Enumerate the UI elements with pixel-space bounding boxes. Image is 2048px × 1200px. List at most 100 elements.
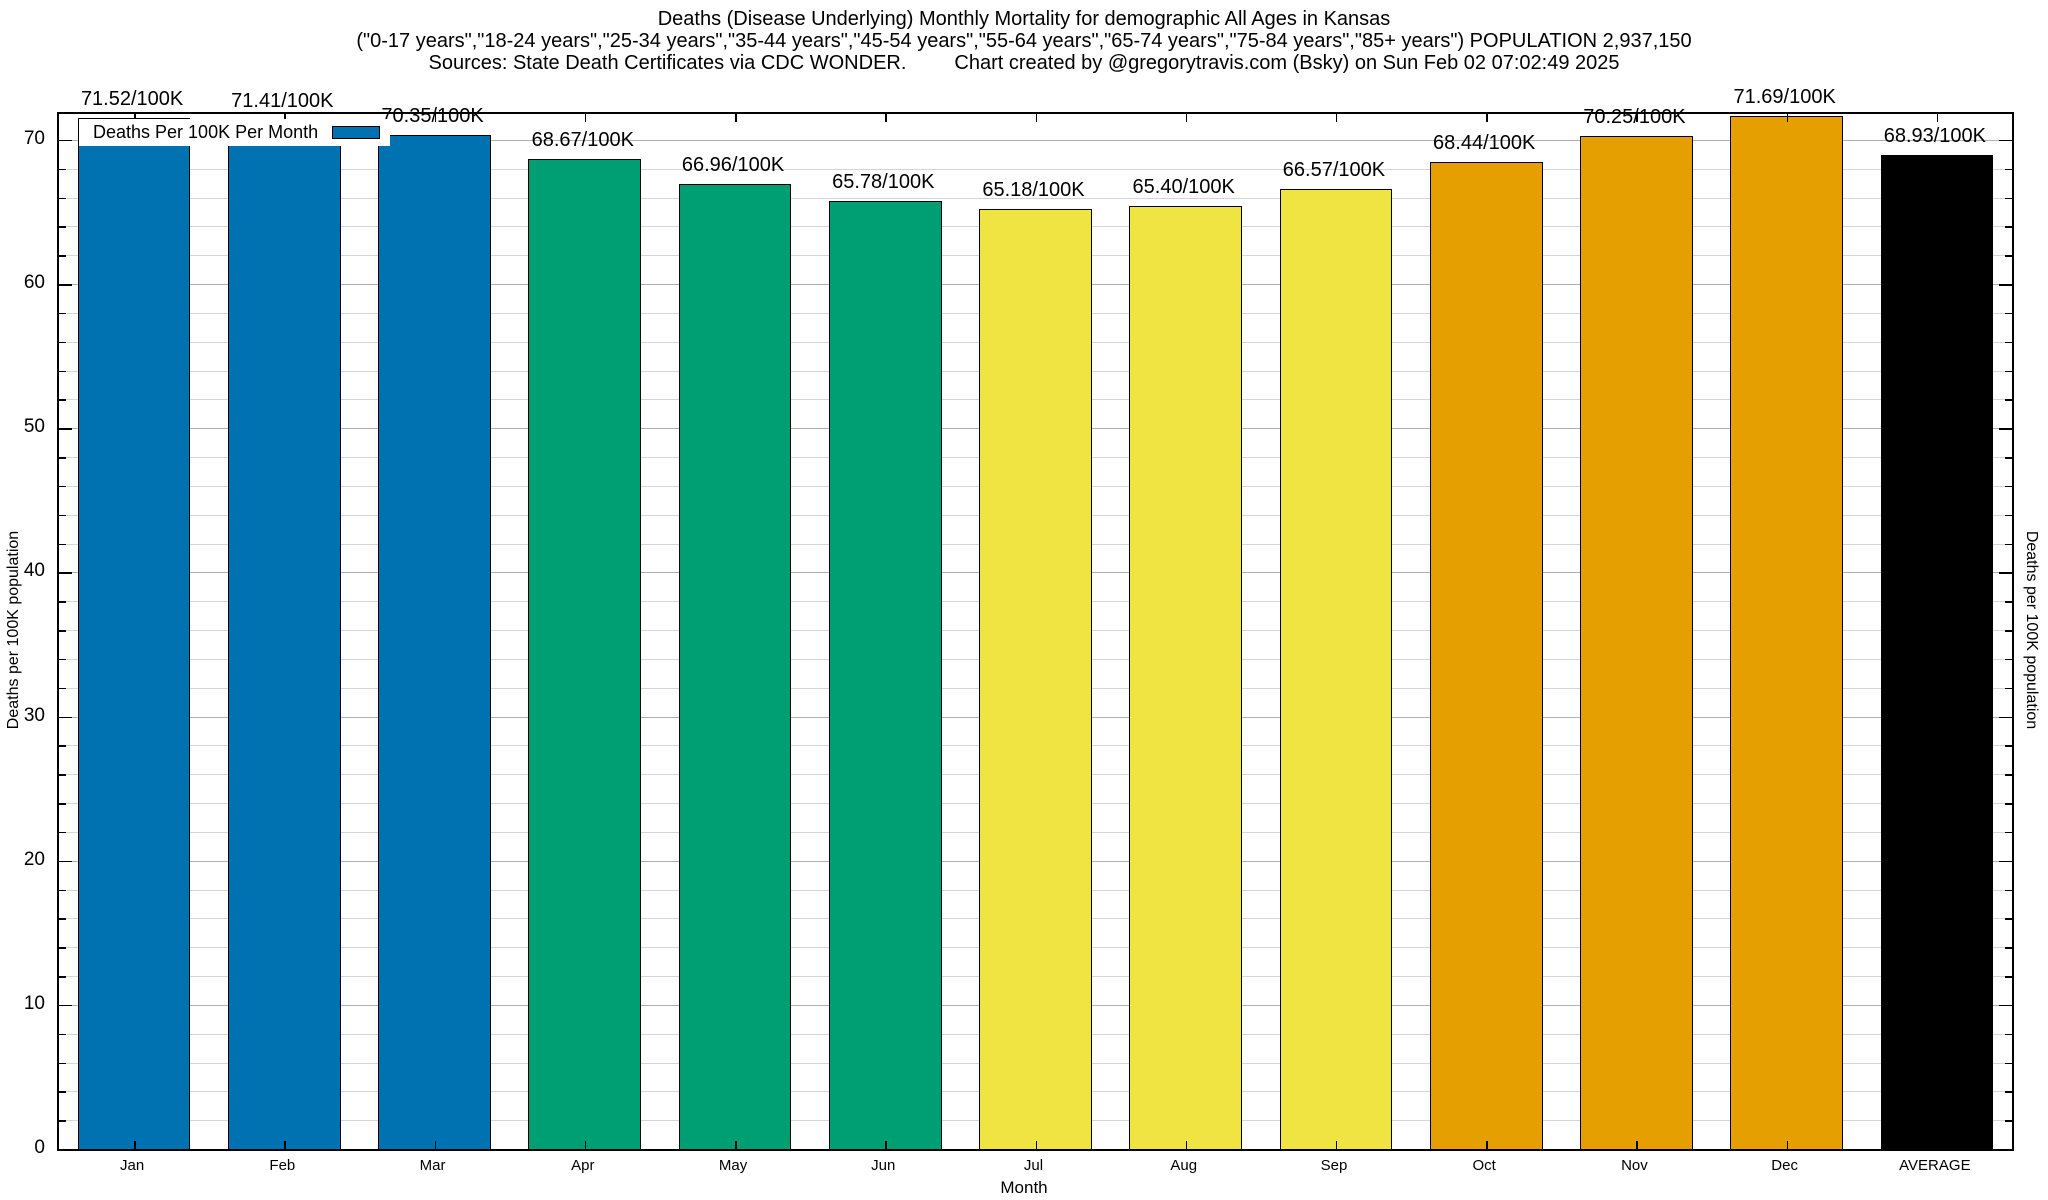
bar-average — [1880, 155, 1994, 1149]
y-tick-left — [59, 831, 66, 834]
x-tick-bottom — [1786, 1141, 1789, 1149]
y-tick-right — [2005, 543, 2012, 546]
y-tick-right — [2005, 687, 2012, 690]
y-tick-right — [2005, 197, 2012, 200]
y-tick-right — [2005, 803, 2012, 805]
x-tick-top — [134, 114, 136, 122]
bar-jan — [77, 118, 191, 1149]
y-tick-right — [2005, 255, 2012, 257]
x-tick-top — [885, 114, 887, 122]
y-tick-label-10: 10 — [23, 992, 45, 1014]
y-tick-left — [59, 226, 66, 228]
chart-subtitle-demographics: ("0-17 years","18-24 years","25-34 years… — [356, 30, 1692, 52]
y-tick-right — [2005, 312, 2012, 315]
axis-tick-layer — [59, 114, 2012, 1149]
x-tick-top — [434, 114, 437, 122]
y-tick-right — [2005, 1120, 2012, 1122]
y-tick-left — [59, 630, 66, 632]
bar-layer — [59, 114, 2012, 1149]
x-tick-bottom — [1035, 1141, 1037, 1149]
x-tick-label-average: AVERAGE — [1899, 1157, 1971, 1174]
y-tick-left — [59, 1091, 66, 1093]
bar-jul — [979, 209, 1092, 1149]
y-tick-left — [59, 918, 66, 920]
credit-text: Chart created by @gregorytravis.com (Bsk… — [954, 52, 1620, 74]
x-tick-bottom — [1486, 1141, 1488, 1149]
x-tick-top — [1035, 114, 1037, 122]
y-tick-left — [59, 774, 66, 776]
bar-may — [678, 183, 792, 1149]
y-tick-left — [59, 485, 66, 488]
y-tick-right — [2005, 226, 2012, 228]
y-tick-left — [59, 687, 66, 690]
bar-sep — [1279, 189, 1393, 1149]
y-tick-left — [59, 572, 72, 574]
y-tick-right — [1999, 572, 2012, 574]
bar-value-label: 71.69/100K — [1733, 85, 1836, 108]
sources-text: Sources: State Death Certificates via CD… — [428, 52, 907, 74]
y-tick-left — [59, 1033, 66, 1036]
x-tick-top — [284, 114, 286, 122]
x-tick-top — [1936, 114, 1939, 122]
x-tick-bottom — [1335, 1141, 1338, 1149]
y-tick-right — [2005, 601, 2012, 603]
y-tick-label-30: 30 — [23, 704, 45, 726]
bar-dec — [1730, 115, 1843, 1149]
y-tick-left — [59, 601, 66, 603]
x-tick-top — [1786, 114, 1789, 122]
x-tick-label-oct: Oct — [1472, 1157, 1496, 1174]
y-tick-right — [2005, 889, 2012, 892]
y-tick-left — [59, 803, 66, 805]
bar-mar — [378, 134, 491, 1149]
x-tick-label-feb: Feb — [269, 1157, 296, 1174]
x-tick-top — [1335, 114, 1338, 122]
y-tick-label-60: 60 — [23, 272, 45, 294]
gridline-minor — [59, 168, 2012, 170]
x-tick-label-sep: Sep — [1320, 1157, 1348, 1174]
x-tick-bottom — [434, 1141, 437, 1149]
y-tick-right — [2005, 976, 2012, 978]
bar-jun — [828, 200, 942, 1149]
y-tick-right — [2005, 1033, 2012, 1036]
x-tick-top — [584, 114, 587, 122]
x-tick-label-jan: Jan — [120, 1157, 145, 1174]
y-tick-right — [1999, 284, 2012, 286]
chart-titles: Deaths (Disease Underlying) Monthly Mort… — [0, 8, 2048, 74]
y-tick-left — [59, 370, 66, 373]
y-tick-left — [59, 658, 66, 661]
bar-apr — [528, 159, 642, 1149]
y-tick-right — [2005, 1062, 2012, 1064]
y-tick-left — [59, 889, 66, 892]
gridline-minor — [59, 197, 2012, 199]
y-tick-right — [2005, 370, 2012, 373]
x-tick-bottom — [735, 1141, 737, 1149]
bar-value-label: 71.52/100K — [80, 88, 184, 111]
x-tick-label-jun: Jun — [871, 1157, 896, 1174]
y-tick-left — [59, 543, 66, 546]
y-tick-right — [2005, 341, 2012, 344]
y-tick-left — [59, 168, 66, 171]
y-tick-right — [2005, 947, 2012, 949]
y-tick-left — [59, 976, 66, 978]
y-tick-label-40: 40 — [23, 560, 45, 582]
x-tick-bottom — [134, 1141, 136, 1149]
y-tick-left — [59, 716, 72, 719]
y-tick-left — [59, 312, 66, 315]
x-tick-label-apr: Apr — [571, 1157, 595, 1174]
y-tick-left — [59, 341, 66, 344]
y-tick-left — [59, 1120, 66, 1122]
y-tick-right — [2005, 745, 2012, 747]
y-tick-left — [59, 514, 66, 517]
legend-swatch — [332, 126, 381, 139]
x-tick-top — [735, 114, 737, 122]
y-tick-right — [2005, 774, 2012, 776]
y-tick-left — [59, 399, 66, 401]
y-tick-right — [2005, 1091, 2012, 1093]
y-tick-left — [59, 255, 66, 257]
y-tick-left — [59, 860, 72, 863]
x-tick-bottom — [1936, 1141, 1939, 1149]
y-tick-right — [1999, 716, 2012, 719]
y-tick-right — [2005, 831, 2012, 834]
x-tick-label-aug: Aug — [1170, 1157, 1198, 1174]
y-tick-left — [59, 745, 66, 747]
